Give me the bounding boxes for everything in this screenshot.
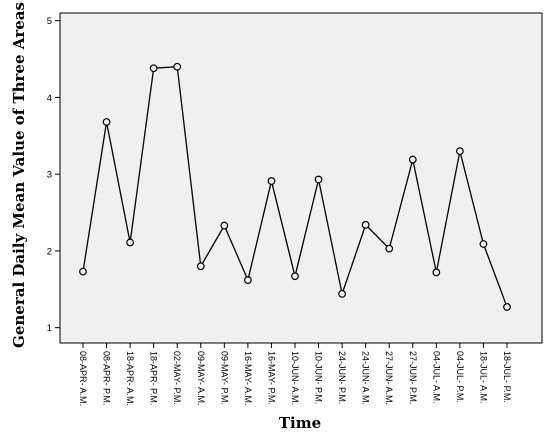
data-point xyxy=(126,238,135,247)
x-tick-label: 04-JUL- P.M. xyxy=(455,351,465,403)
data-point xyxy=(385,244,394,253)
x-tick-label: 24-JUN- P.M. xyxy=(337,351,347,404)
x-tick-label: 10-JUN- P.M. xyxy=(314,351,324,404)
x-tick-label: 02-MAY- P.M. xyxy=(172,351,182,405)
x-tick-label: 08-APR- P.M. xyxy=(102,351,112,405)
x-tick-label: 09-MAY- P.M. xyxy=(219,351,229,405)
x-tick-label: 16-MAY- A.M. xyxy=(243,351,253,406)
y-tick-label: 4 xyxy=(47,93,52,104)
data-point xyxy=(196,262,205,271)
x-tick-label: 24-JUN- A.M. xyxy=(361,351,371,405)
data-markers xyxy=(79,62,511,311)
x-tick-label: 27-JUN- P.M. xyxy=(408,351,418,404)
y-axis: 1 2 3 4 5 xyxy=(47,16,60,334)
data-point xyxy=(220,221,229,230)
x-tick-label: 08-APR- A.M. xyxy=(78,351,88,406)
data-point xyxy=(79,267,87,276)
x-tick-label: 18-APR- A.M. xyxy=(125,351,135,406)
y-tick-label: 5 xyxy=(47,16,52,27)
data-point xyxy=(314,175,323,184)
data-point xyxy=(408,155,417,164)
data-point xyxy=(291,272,299,281)
plot-area xyxy=(59,12,543,344)
y-tick-label: 1 xyxy=(47,323,52,334)
x-tick-label: 04-JUL- A.M. xyxy=(431,351,441,404)
x-axis: 08-APR- A.M. 08-APR- P.M. 18-APR- A.M. 18-A… xyxy=(78,343,512,406)
data-point xyxy=(149,64,158,73)
data-point xyxy=(102,118,111,126)
x-tick-label: 27-JUN- A.M. xyxy=(384,351,394,405)
y-tick-label: 3 xyxy=(47,170,52,181)
x-tick-label: 09-MAY- A.M. xyxy=(196,351,206,406)
data-point xyxy=(243,276,252,284)
x-axis-title: Time xyxy=(279,414,321,432)
y-tick-label: 2 xyxy=(47,246,52,257)
x-tick-label: 18-JUL- P.M. xyxy=(502,351,512,403)
data-point xyxy=(361,220,370,229)
data-point xyxy=(338,289,347,298)
y-axis-title: General Daily Mean Value of Three Areas xyxy=(10,2,28,348)
x-tick-label: 16-MAY- P.M. xyxy=(266,351,276,405)
data-point xyxy=(267,177,276,185)
data-point xyxy=(432,268,441,277)
data-point xyxy=(479,240,488,248)
data-point xyxy=(503,303,511,311)
x-tick-label: 18-APR- P.M. xyxy=(149,351,159,405)
data-point xyxy=(455,147,464,156)
x-tick-label: 10-JUN- A.M. xyxy=(290,351,300,405)
data-point xyxy=(173,62,182,71)
x-tick-label: 18-JUL- A.M. xyxy=(478,351,488,404)
